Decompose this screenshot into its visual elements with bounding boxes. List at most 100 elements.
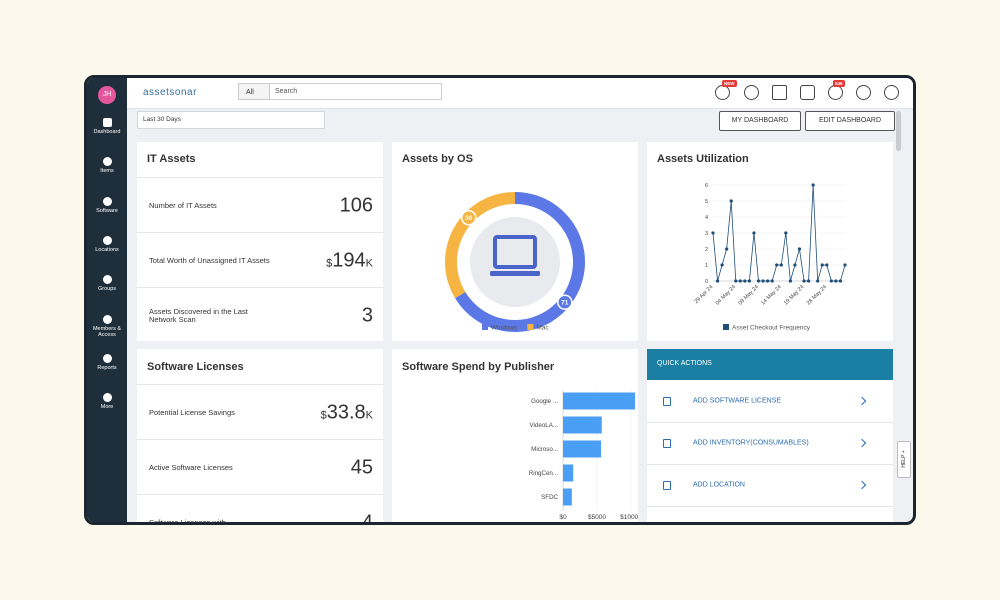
quick-actions-header: QUICK ACTIONS: [647, 349, 893, 380]
value-label: 36: [465, 215, 473, 222]
line-point: [711, 231, 715, 235]
icon-help[interactable]: [884, 85, 899, 100]
card-title: Software Licenses: [147, 361, 244, 373]
nav-item[interactable]: Items: [87, 157, 127, 174]
quick-action[interactable]: ADD SOFTWARE LICENSE: [647, 380, 893, 423]
quick-action-icon: [663, 439, 671, 448]
line-point: [788, 279, 792, 283]
nav-icon: [102, 235, 112, 245]
value: 33.8: [326, 401, 366, 423]
software-licenses-card: Software Licenses Potential License Savi…: [137, 349, 383, 525]
metric-value: $33.8K: [321, 401, 373, 424]
icon-settings[interactable]: [856, 85, 871, 100]
nav-icon: [102, 118, 112, 127]
line-point: [761, 279, 765, 283]
y-tick-label: 2: [705, 247, 708, 253]
metric-row: Potential License Savings $33.8K: [137, 384, 383, 440]
quick-action-icon: [663, 481, 671, 490]
help-label: HELP +: [901, 450, 907, 468]
assets-by-os-card: Assets by OS 71 36 Windows Mac: [392, 142, 638, 341]
value-badge: [557, 294, 573, 310]
line-point: [838, 279, 843, 283]
line-point: [734, 279, 738, 283]
chevron: [857, 480, 867, 490]
value: 45: [350, 456, 373, 478]
quick-action-label: ADD SOFTWARE LICENSE: [693, 397, 782, 405]
line-point: [770, 279, 774, 283]
search-input[interactable]: Search: [270, 83, 442, 100]
y-tick-label: RingCen...: [529, 470, 559, 477]
y-tick-label: Google ...: [531, 398, 558, 405]
my-dashboard-button[interactable]: MY DASHBOARD: [719, 111, 801, 131]
nav-item[interactable]: Software: [87, 196, 127, 214]
bar: [563, 416, 602, 434]
metric-label: Software Licenses with: [149, 517, 226, 525]
x-tick-label: 09 May 24: [738, 284, 760, 306]
date-range[interactable]: Last 30 Days: [137, 111, 325, 129]
nav-item[interactable]: Dashboard: [87, 118, 127, 135]
quick-action[interactable]: ADD INVENTORY(CONSUMABLES): [647, 422, 893, 465]
nav-item[interactable]: Groups: [87, 275, 127, 292]
nav-item[interactable]: More: [87, 393, 127, 410]
nav-item[interactable]: Members & Access: [87, 314, 127, 338]
nav-label: Reports: [97, 364, 117, 371]
metric-value: 3: [362, 304, 373, 327]
y-tick-label: 6: [705, 183, 708, 189]
value-label: 71: [561, 300, 569, 307]
card-title: IT Assets: [147, 153, 196, 165]
nav-icon: [102, 196, 112, 206]
legend-swatch: [482, 324, 488, 330]
line-point: [775, 263, 779, 267]
icon-cart[interactable]: [800, 85, 815, 100]
nav-icon: [102, 314, 112, 324]
line-point: [811, 183, 815, 187]
icon-calendar[interactable]: [772, 85, 787, 100]
nav-icon: [102, 275, 112, 285]
legend-swatch: [527, 324, 534, 330]
line-point: [816, 279, 820, 283]
value: 194: [332, 249, 366, 271]
legend-swatch: [723, 324, 729, 330]
x-tick-label: 28 May 24: [806, 284, 828, 306]
line-point: [797, 247, 802, 251]
icon-bell[interactable]: [828, 85, 843, 100]
quick-actions-title: QUICK ACTIONS: [657, 360, 712, 367]
legend-label: Asset Checkout Frequency: [732, 325, 811, 332]
badge-new: NEW: [722, 80, 737, 87]
y-tick-label: Microso...: [531, 446, 558, 453]
line-point: [725, 247, 729, 251]
nav-item[interactable]: Reports: [87, 353, 127, 371]
metric-label: Active Software Licenses: [149, 462, 233, 472]
help-tab[interactable]: HELP +: [897, 441, 911, 478]
metric-label: Total Worth of Unassigned IT Assets: [149, 255, 270, 265]
nav-item[interactable]: Locations: [87, 235, 127, 253]
line-point: [729, 199, 733, 203]
logo[interactable]: assetsonar: [143, 87, 197, 98]
x-tick-label: $10000: [620, 514, 638, 521]
line-point: [756, 279, 761, 283]
avatar[interactable]: JH: [98, 86, 116, 104]
nav-label: Items: [100, 168, 114, 175]
nav-label: Software: [96, 207, 118, 214]
line-point: [766, 279, 770, 283]
unit: K: [365, 409, 373, 421]
top-bar: assetsonar All Search NEW 546: [127, 78, 913, 109]
edit-dashboard-button[interactable]: EDIT DASHBOARD: [805, 111, 895, 131]
laptop-screen: [493, 235, 537, 269]
value: 3: [361, 304, 373, 326]
nav-label: Groups: [97, 286, 117, 293]
card-title: Software Spend by Publisher: [402, 361, 555, 373]
icon-quick[interactable]: [715, 85, 730, 100]
card-title: Assets Utilization: [657, 153, 749, 165]
search-scope[interactable]: All: [238, 83, 270, 100]
bar: [563, 464, 574, 482]
nav-icon: [102, 393, 112, 403]
x-tick-label: 19 May 24: [783, 284, 805, 306]
bar: [563, 392, 636, 410]
line-point: [784, 231, 788, 235]
legend-label: Windows: [491, 325, 518, 332]
quick-actions-card: QUICK ACTIONS ADD SOFTWARE LICENSE ADD IN…: [647, 349, 893, 522]
y-tick-label: SFDC: [541, 494, 558, 501]
quick-action[interactable]: ADD LOCATION: [647, 464, 893, 507]
icon-add[interactable]: [744, 85, 759, 100]
